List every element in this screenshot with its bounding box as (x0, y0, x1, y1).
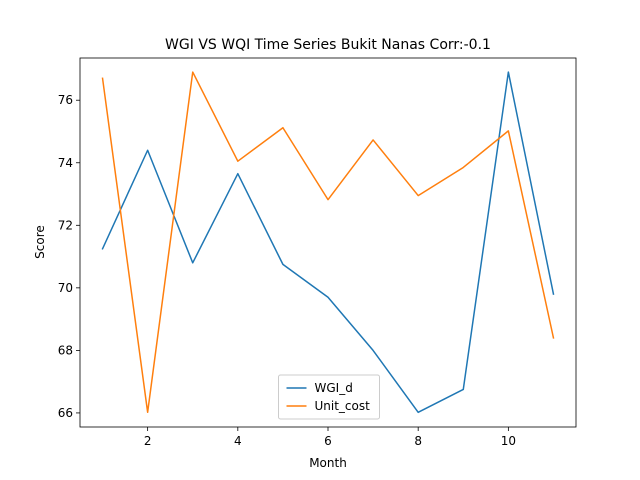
x-tick-label: 4 (234, 434, 242, 448)
x-tick-label: 6 (324, 434, 332, 448)
legend: WGI_d Unit_cost (278, 374, 380, 420)
y-tick-label: 68 (58, 343, 73, 357)
x-axis-label: Month (309, 456, 347, 470)
x-tick-label: 2 (144, 434, 152, 448)
legend-label: Unit_cost (315, 399, 371, 413)
y-axis-label: Score (33, 225, 47, 259)
chart-title: WGI VS WQI Time Series Bukit Nanas Corr:… (165, 37, 491, 53)
y-tick-label: 72 (58, 218, 73, 232)
axes-frame (79, 57, 577, 428)
y-tick-label: 74 (58, 156, 73, 170)
x-tick-label: 8 (414, 434, 422, 448)
x-tick-label: 10 (501, 434, 516, 448)
series-line-wgi-d (101, 71, 555, 414)
series-line-unit-cost (101, 71, 555, 414)
legend-box (278, 374, 380, 420)
y-tick-label: 70 (58, 281, 73, 295)
y-tick-label: 66 (58, 406, 73, 420)
legend-label: WGI_d (315, 381, 353, 395)
y-tick-label: 76 (58, 93, 73, 107)
